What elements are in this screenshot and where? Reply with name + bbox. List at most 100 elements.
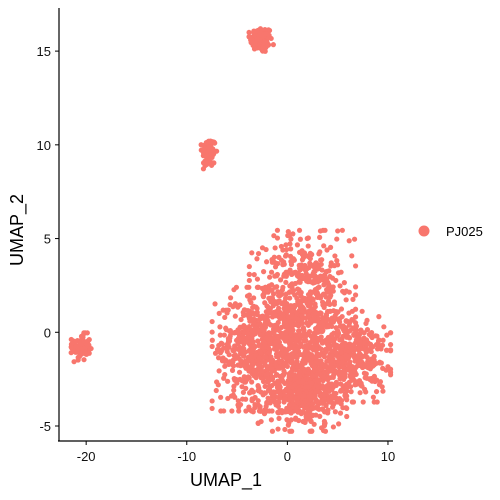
scatter-point: [221, 375, 227, 381]
scatter-point: [287, 241, 293, 247]
scatter-point: [352, 382, 358, 388]
scatter-point: [277, 277, 284, 283]
scatter-point: [371, 399, 377, 405]
scatter-point: [322, 428, 329, 434]
scatter-point: [313, 286, 319, 293]
scatter-point: [336, 317, 342, 323]
scatter-point: [275, 354, 281, 360]
scatter-point: [255, 420, 261, 426]
scatter-point: [283, 349, 289, 355]
scatter-point: [352, 292, 359, 298]
scatter-point: [351, 354, 358, 361]
scatter-point: [302, 267, 309, 274]
scatter-point: [335, 262, 341, 268]
scatter-point: [230, 347, 236, 354]
scatter-point: [68, 344, 74, 350]
scatter-point: [263, 259, 270, 265]
scatter-point: [322, 420, 328, 426]
scatter-point: [83, 341, 90, 347]
scatter-point: [369, 378, 375, 384]
scatter-point: [343, 297, 349, 303]
scatter-point: [293, 347, 299, 353]
scatter-point: [308, 353, 314, 359]
scatter-point: [269, 259, 275, 265]
scatter-point: [240, 389, 246, 396]
scatter-point: [269, 408, 275, 414]
scatter-point: [299, 257, 306, 263]
scatter-point: [301, 275, 307, 281]
scatter-point: [274, 227, 281, 233]
scatter-point: [286, 402, 293, 408]
scatter-point: [261, 390, 268, 396]
scatter-point: [262, 26, 268, 33]
scatter-point: [262, 300, 268, 306]
scatter-point: [314, 399, 320, 405]
x-axis-title: UMAP_1: [190, 470, 262, 491]
scatter-point: [280, 372, 286, 378]
scatter-point: [250, 339, 256, 345]
scatter-point: [236, 408, 242, 414]
scatter-point: [239, 378, 245, 384]
scatter-point: [308, 380, 315, 386]
scatter-point: [317, 413, 323, 419]
scatter-point: [309, 413, 315, 419]
scatter-point: [323, 278, 330, 284]
scatter-point: [266, 27, 273, 34]
scatter-point: [348, 389, 354, 395]
scatter-point: [243, 408, 249, 414]
scatter-point: [271, 233, 277, 239]
scatter-point: [247, 297, 253, 303]
scatter-point: [287, 253, 294, 259]
scatter-point: [328, 381, 334, 387]
scatter-point: [289, 303, 295, 309]
scatter-point: [295, 379, 302, 385]
scatter-point: [339, 227, 345, 233]
scatter-point: [75, 354, 81, 361]
scatter-point: [337, 410, 344, 416]
scatter-point: [275, 365, 281, 371]
scatter-point: [320, 322, 326, 328]
scatter-point: [244, 293, 251, 299]
scatter-point: [275, 403, 281, 409]
scatter-point: [293, 316, 299, 322]
scatter-point: [231, 375, 237, 382]
scatter-point: [245, 308, 251, 314]
scatter-point: [214, 379, 220, 385]
scatter-point: [344, 413, 350, 420]
scatter-point: [79, 350, 85, 356]
scatter-point: [357, 362, 363, 369]
scatter-point: [331, 299, 338, 305]
scatter-point: [235, 335, 242, 341]
scatter-point: [309, 405, 315, 412]
scatter-point: [306, 384, 312, 390]
scatter-point: [262, 354, 268, 360]
scatter-point: [264, 371, 270, 377]
scatter-point: [295, 363, 302, 369]
scatter-point: [316, 377, 322, 383]
scatter-point: [267, 336, 274, 342]
scatter-point: [340, 405, 346, 411]
scatter-point: [243, 385, 249, 391]
scatter-point: [254, 256, 260, 262]
scatter-point: [275, 426, 281, 432]
scatter-point: [349, 308, 355, 314]
scatter-point: [236, 369, 243, 375]
scatter-point: [222, 363, 228, 369]
scatter-point: [283, 279, 289, 286]
scatter-point: [311, 315, 317, 322]
scatter-point: [228, 295, 234, 301]
scatter-point: [254, 28, 260, 34]
scatter-point: [312, 304, 318, 310]
scatter-point: [356, 351, 362, 357]
scatter-point: [221, 332, 227, 338]
scatter-point: [291, 270, 297, 276]
scatter-point: [341, 290, 348, 296]
scatter-point: [251, 311, 258, 318]
scatter-point: [334, 236, 340, 242]
scatter-point: [249, 250, 255, 256]
scatter-point: [240, 396, 246, 402]
scatter-point: [241, 363, 248, 369]
scatter-point: [288, 246, 294, 252]
scatter-point: [358, 327, 364, 333]
scatter-point: [315, 329, 321, 335]
